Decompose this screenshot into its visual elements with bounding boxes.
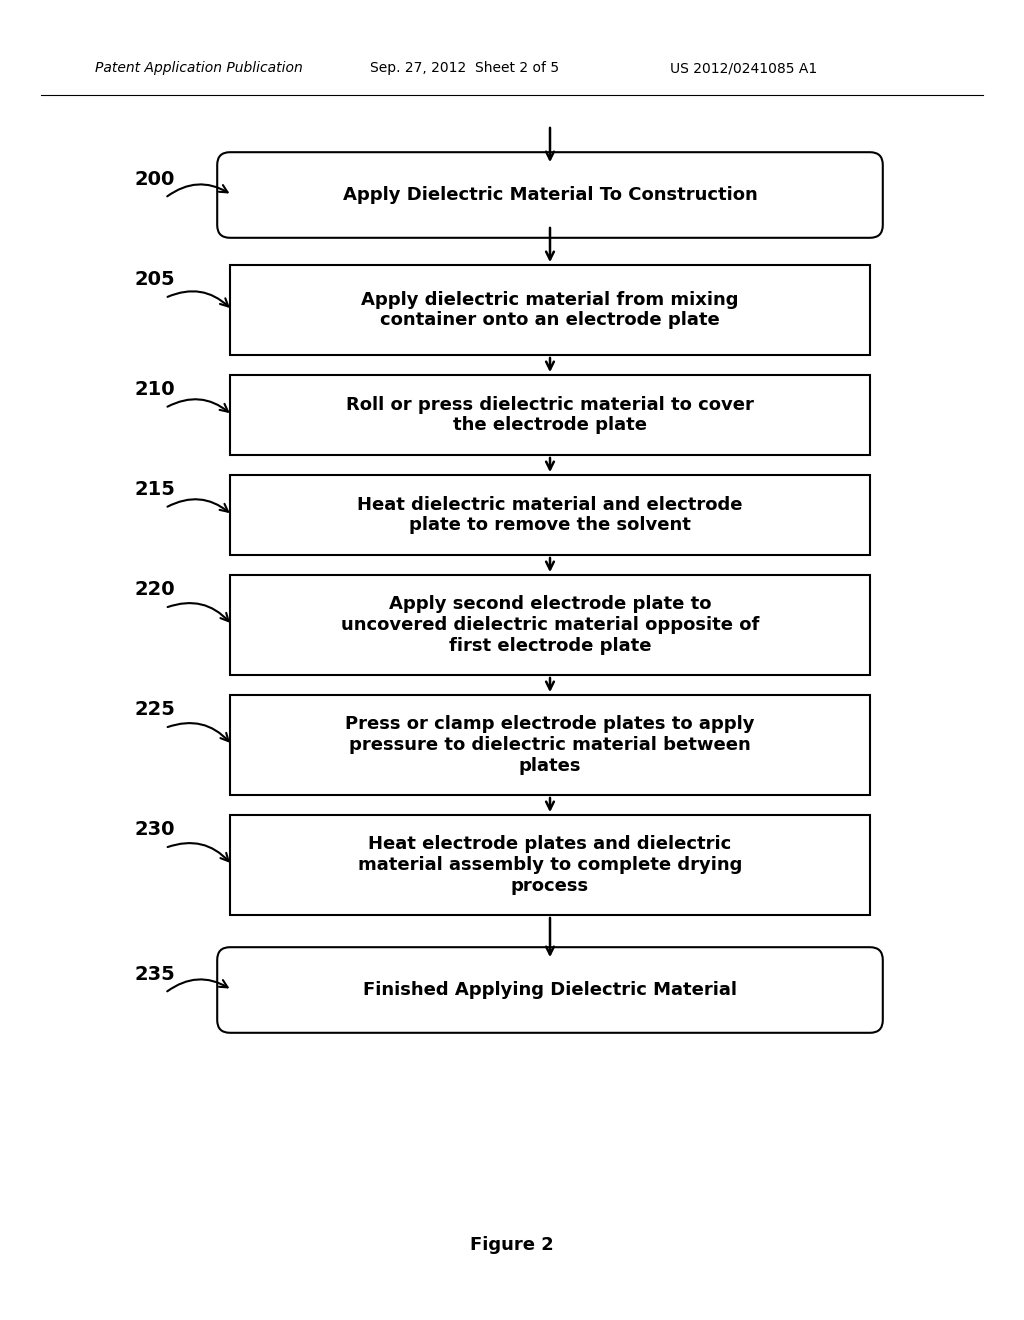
Text: Press or clamp electrode plates to apply
pressure to dielectric material between: Press or clamp electrode plates to apply…	[345, 715, 755, 775]
FancyBboxPatch shape	[217, 152, 883, 238]
Text: 215: 215	[135, 480, 176, 499]
Text: Apply dielectric material from mixing
container onto an electrode plate: Apply dielectric material from mixing co…	[361, 290, 738, 330]
Text: Roll or press dielectric material to cover
the electrode plate: Roll or press dielectric material to cov…	[346, 396, 754, 434]
FancyBboxPatch shape	[230, 814, 870, 915]
Text: 235: 235	[135, 965, 176, 983]
Text: 205: 205	[135, 271, 176, 289]
FancyBboxPatch shape	[230, 265, 870, 355]
FancyBboxPatch shape	[230, 576, 870, 675]
Text: Apply second electrode plate to
uncovered dielectric material opposite of
first : Apply second electrode plate to uncovere…	[341, 595, 759, 655]
FancyBboxPatch shape	[217, 948, 883, 1032]
Text: 225: 225	[135, 700, 176, 719]
Text: 200: 200	[135, 170, 175, 189]
FancyBboxPatch shape	[230, 475, 870, 554]
Text: Heat dielectric material and electrode
plate to remove the solvent: Heat dielectric material and electrode p…	[357, 495, 742, 535]
Text: 230: 230	[135, 820, 175, 840]
Text: Finished Applying Dielectric Material: Finished Applying Dielectric Material	[362, 981, 737, 999]
FancyBboxPatch shape	[230, 375, 870, 455]
Text: Patent Application Publication: Patent Application Publication	[95, 61, 303, 75]
Text: 210: 210	[135, 380, 176, 399]
Text: Sep. 27, 2012  Sheet 2 of 5: Sep. 27, 2012 Sheet 2 of 5	[370, 61, 559, 75]
FancyBboxPatch shape	[230, 696, 870, 795]
Text: 220: 220	[135, 579, 176, 599]
Text: Apply Dielectric Material To Construction: Apply Dielectric Material To Constructio…	[343, 186, 758, 205]
Text: US 2012/0241085 A1: US 2012/0241085 A1	[670, 61, 817, 75]
Text: Heat electrode plates and dielectric
material assembly to complete drying
proces: Heat electrode plates and dielectric mat…	[357, 836, 742, 895]
Text: Figure 2: Figure 2	[470, 1236, 554, 1254]
